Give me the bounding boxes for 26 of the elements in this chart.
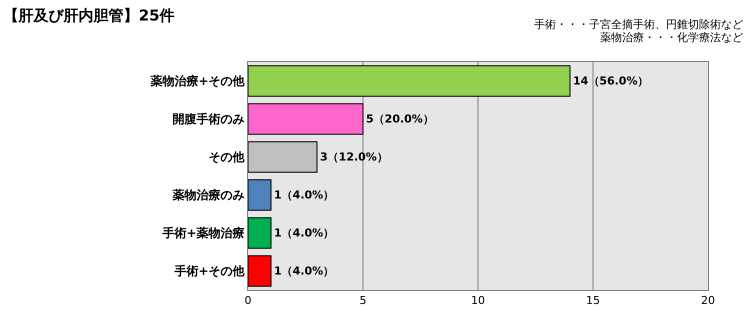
x-tick-label: 20 bbox=[701, 294, 715, 308]
x-tick-label: 0 bbox=[244, 294, 252, 308]
text: 薬物治療・・・化学療法など bbox=[600, 31, 743, 44]
data-label: 5（20.0%） bbox=[366, 112, 434, 126]
y-tick-label: 手術+薬物治療 bbox=[162, 226, 245, 240]
data-label: 14（56.0%） bbox=[573, 74, 648, 88]
x-tick-label: 10 bbox=[471, 294, 485, 308]
y-tick-label: 薬物治療+その他 bbox=[150, 74, 246, 88]
y-tick-label: 開腹手術のみ bbox=[172, 112, 245, 126]
bar bbox=[248, 65, 570, 97]
x-tick-label: 5 bbox=[360, 294, 366, 308]
bar bbox=[248, 179, 272, 211]
bar bbox=[248, 103, 364, 135]
data-label: 1（4.0%） bbox=[274, 188, 334, 202]
y-tick-label: 薬物治療のみ bbox=[172, 188, 245, 202]
data-label: 1（4.0%） bbox=[274, 264, 334, 278]
y-tick-label: 手術+その他 bbox=[174, 264, 246, 278]
bar bbox=[248, 217, 272, 249]
data-label: 3（12.0%） bbox=[320, 150, 388, 164]
text: 【肝及び肝内胆管】25件 bbox=[4, 6, 175, 24]
x-tick-label: 15 bbox=[586, 294, 600, 308]
text: 手術・・・子宮全摘手術、円錐切除術など bbox=[534, 18, 743, 31]
y-tick-label: その他 bbox=[208, 150, 246, 164]
bar bbox=[248, 141, 318, 173]
data-label: 1（4.0%） bbox=[274, 226, 334, 240]
bar bbox=[248, 255, 272, 287]
